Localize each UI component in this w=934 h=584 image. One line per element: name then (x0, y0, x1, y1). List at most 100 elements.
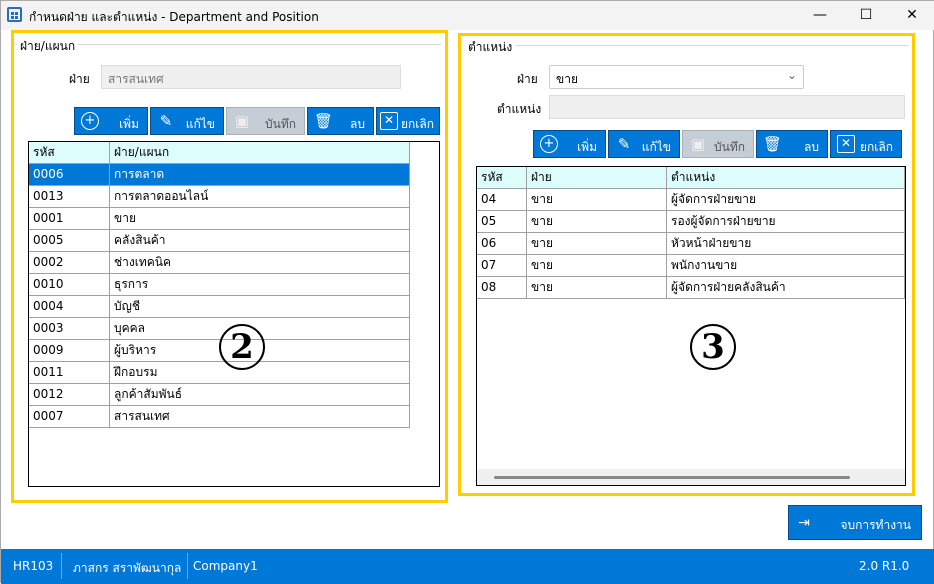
table-row[interactable]: 0011 ฝึกอบรม (29, 362, 410, 384)
column-header[interactable]: ฝ่าย/แผนก (110, 142, 410, 164)
table-row[interactable]: 0007 สารสนเทศ (29, 406, 410, 428)
table-cell: ขาย (110, 208, 410, 230)
pos-cancel-button[interactable]: ✕ ยกเลิก (830, 130, 902, 158)
dept-cancel-button[interactable]: ✕ ยกเลิก (376, 107, 440, 135)
dept-save-label: บันทึก (265, 117, 296, 131)
exit-door-icon: ⇥ (798, 515, 810, 531)
table-cell: รองผู้จัดการฝ่ายขาย (667, 211, 905, 233)
table-cell: 0007 (29, 406, 110, 428)
pencil-icon: ✎ (617, 135, 631, 153)
dept-edit-button[interactable]: ✎ แก้ไข (150, 107, 224, 135)
table-row[interactable]: 0010 ธุรการ (29, 274, 410, 296)
dept-add-button[interactable]: + เพิ่ม (74, 107, 148, 135)
position-group-label: ตำแหน่ง (465, 38, 516, 57)
table-cell: ขาย (527, 211, 667, 233)
horizontal-scrollbar[interactable] (477, 469, 905, 485)
exit-label: จบการทำงาน (840, 518, 911, 532)
scrollbar-thumb[interactable] (494, 476, 850, 479)
table-row[interactable]: 0009 ผู้บริหาร (29, 340, 410, 362)
column-header[interactable]: รหัส (477, 167, 527, 189)
close-button[interactable]: ✕ (906, 7, 918, 23)
window-title: กำหนดฝ่าย และตำแหน่ง - Department and Po… (29, 10, 319, 24)
table-cell: 0002 (29, 252, 110, 274)
column-header[interactable]: ตำแหน่ง (667, 167, 905, 189)
pos-save-label: บันทึก (714, 140, 745, 154)
table-cell: ฝึกอบรม (110, 362, 410, 384)
table-cell: ผู้บริหาร (110, 340, 410, 362)
dept-add-label: เพิ่ม (119, 117, 139, 131)
table-cell: 0010 (29, 274, 110, 296)
pos-edit-label: แก้ไข (641, 140, 671, 154)
dept-delete-button[interactable]: 🗑 ลบ (307, 107, 374, 135)
table-row[interactable]: 0006 การตลาด (29, 164, 410, 186)
table-cell: 07 (477, 255, 527, 277)
app-icon (7, 7, 22, 22)
table-row[interactable]: 05 ขาย รองผู้จัดการฝ่ายขาย (477, 211, 905, 233)
department-grid[interactable]: รหัส ฝ่าย/แผนก 0006 การตลาด 0013 การตลาดออนไล… (28, 141, 440, 487)
table-cell: 0006 (29, 164, 110, 186)
status-version: 2.0 R1.0 (859, 559, 910, 573)
table-row[interactable]: 07 ขาย พนักงานขาย (477, 255, 905, 277)
pos-delete-button[interactable]: 🗑 ลบ (756, 130, 828, 158)
table-row[interactable]: 0001 ขาย (29, 208, 410, 230)
maximize-button[interactable]: ☐ (859, 7, 873, 23)
pos-edit-button[interactable]: ✎ แก้ไข (608, 130, 680, 158)
table-cell: หัวหน้าฝ่ายขาย (667, 233, 905, 255)
floppy-icon: ▣ (234, 112, 250, 130)
pos-cancel-label: ยกเลิก (859, 140, 893, 154)
table-cell: บุคคล (110, 318, 410, 340)
table-row[interactable]: 0012 ลูกค้าสัมพันธ์ (29, 384, 410, 406)
table-row[interactable]: 08 ขาย ผู้จัดการฝ่ายคลังสินค้า (477, 277, 905, 299)
table-cell: 0012 (29, 384, 110, 406)
table-row[interactable]: 0013 การตลาดออนไลน์ (29, 186, 410, 208)
table-cell: 05 (477, 211, 527, 233)
plus-circle-icon: + (540, 135, 558, 153)
table-cell: ผู้จัดการฝ่ายคลังสินค้า (667, 277, 905, 299)
position-dept-select[interactable]: ขาย ⌄ (549, 65, 804, 89)
table-row[interactable]: 0004 บัญชี (29, 296, 410, 318)
pos-add-button[interactable]: + เพิ่ม (533, 130, 606, 158)
position-dept-label: ฝ่าย (517, 72, 538, 86)
table-cell: พนักงานขาย (667, 255, 905, 277)
table-cell: การตลาด (110, 164, 410, 186)
table-cell: ช่างเทคนิค (110, 252, 410, 274)
floppy-icon: ▣ (690, 135, 706, 153)
minimize-button[interactable]: — (813, 7, 827, 23)
table-row[interactable]: 0005 คลังสินค้า (29, 230, 410, 252)
position-group-line (463, 45, 909, 46)
position-field[interactable] (549, 95, 905, 119)
status-bar: HR103 ภาสกร สราพัฒนากุล Company1 2.0 R1.… (1, 549, 934, 584)
column-header[interactable]: รหัส (29, 142, 110, 164)
table-cell: ขาย (527, 189, 667, 211)
column-header[interactable]: ฝ่าย (527, 167, 667, 189)
dept-edit-label: แก้ไข (185, 117, 215, 131)
table-cell: 0003 (29, 318, 110, 340)
table-row[interactable]: 0003 บุคคล (29, 318, 410, 340)
table-cell: 0009 (29, 340, 110, 362)
grid-header: รหัส ฝ่าย ตำแหน่ง (477, 167, 905, 189)
table-cell: ขาย (527, 277, 667, 299)
plus-circle-icon: + (81, 112, 99, 130)
table-cell: ธุรการ (110, 274, 410, 296)
pos-save-button[interactable]: ▣ บันทึก (682, 130, 754, 158)
table-cell: 06 (477, 233, 527, 255)
dept-delete-label: ลบ (350, 117, 365, 131)
table-cell: ขาย (527, 233, 667, 255)
table-row[interactable]: 06 ขาย หัวหน้าฝ่ายขาย (477, 233, 905, 255)
table-cell: บัญชี (110, 296, 410, 318)
table-row[interactable]: 0002 ช่างเทคนิค (29, 252, 410, 274)
trash-icon: 🗑 (763, 135, 783, 153)
position-label: ตำแหน่ง (497, 102, 542, 116)
pos-delete-label: ลบ (804, 140, 819, 154)
exit-button[interactable]: ⇥ จบการทำงาน (788, 505, 922, 540)
position-grid[interactable]: รหัส ฝ่าย ตำแหน่ง 04 ขาย ผู้จัดการฝ่ายขาย 05 ขา… (476, 166, 906, 486)
dept-save-button[interactable]: ▣ บันทึก (226, 107, 305, 135)
table-cell: ขาย (527, 255, 667, 277)
table-cell: การตลาดออนไลน์ (110, 186, 410, 208)
table-row[interactable]: 04 ขาย ผู้จัดการฝ่ายขาย (477, 189, 905, 211)
status-divider (187, 553, 188, 579)
status-divider (61, 553, 62, 579)
table-cell: 0013 (29, 186, 110, 208)
table-cell: 0005 (29, 230, 110, 252)
department-field[interactable]: สารสนเทศ (101, 65, 401, 89)
